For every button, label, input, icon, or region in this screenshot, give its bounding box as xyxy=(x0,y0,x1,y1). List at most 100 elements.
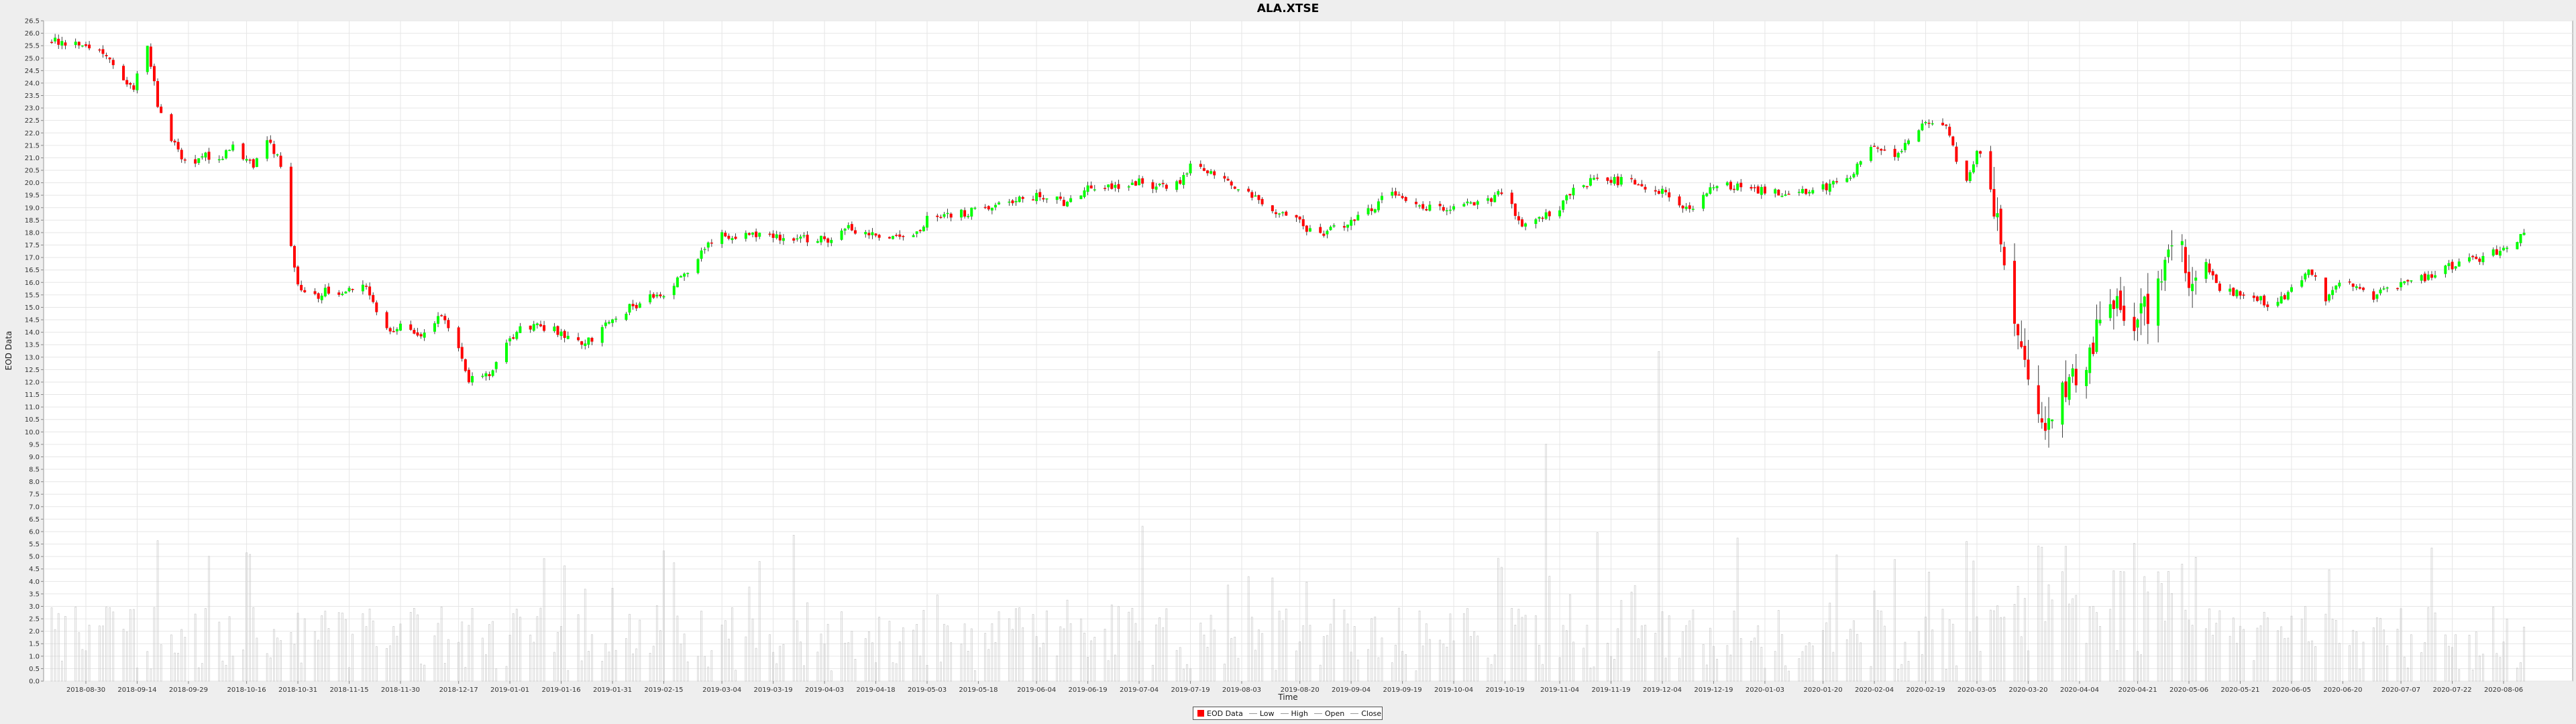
volume-bar xyxy=(269,657,272,682)
volume-bar xyxy=(755,648,757,682)
candle-body xyxy=(1972,164,1975,173)
volume-bar xyxy=(512,613,515,682)
candle-body xyxy=(1298,217,1301,220)
x-tick-label: 2019-03-04 xyxy=(702,686,741,694)
candle-body xyxy=(1257,195,1260,200)
candle-body xyxy=(652,294,655,298)
volume-bar xyxy=(1757,625,1760,682)
y-tick-label: 17.5 xyxy=(25,242,40,249)
volume-bar xyxy=(1589,668,1592,682)
candle-body xyxy=(2279,296,2283,304)
candle-body xyxy=(877,235,881,238)
candle-body xyxy=(2498,251,2502,256)
volume-bar xyxy=(1497,558,1499,682)
volume-bar xyxy=(2406,668,2409,682)
candle-body xyxy=(1356,215,1360,221)
candle-body xyxy=(2276,302,2279,306)
candle-body xyxy=(563,330,566,339)
candle-body xyxy=(1487,198,1490,201)
volume-bar xyxy=(2314,646,2316,682)
candle-body xyxy=(936,215,939,217)
volume-bar xyxy=(1012,629,1014,682)
volume-bar xyxy=(1811,646,1814,682)
volume-bar xyxy=(792,535,795,682)
volume-bar xyxy=(1990,609,1992,682)
volume-bar xyxy=(1668,615,1670,682)
volume-bar xyxy=(1473,631,1475,682)
candle-body xyxy=(1414,201,1417,204)
candle-body xyxy=(1609,180,1613,183)
candle-body xyxy=(963,210,967,217)
candle-body xyxy=(80,45,84,47)
volume-bar xyxy=(129,609,131,682)
volume-bar xyxy=(303,618,306,682)
candle-body xyxy=(994,204,997,208)
candle-body xyxy=(1684,206,1688,209)
y-axis-ticks: 0.0 0.5 1.0 1.5 2.0 2.5 3.0 3.5 4.0 4.5 5.0 5.5 6.0 6… xyxy=(25,18,44,686)
volume-bar xyxy=(1395,644,1397,682)
candle-body xyxy=(1681,205,1684,208)
candle-body xyxy=(323,288,327,297)
candle-body xyxy=(566,335,570,339)
y-tick-label: 0.0 xyxy=(29,678,40,686)
candle-body xyxy=(491,370,494,376)
volume-bar xyxy=(1897,669,1900,682)
candle-body xyxy=(2307,269,2310,276)
y-tick-label: 8.0 xyxy=(29,479,40,486)
x-tick-label: 2020-04-21 xyxy=(2118,686,2157,694)
x-tick-label: 2019-03-19 xyxy=(754,686,793,694)
candle-body xyxy=(1254,195,1257,197)
candle-body xyxy=(1285,211,1288,216)
candle-body xyxy=(659,294,662,297)
volume-bar xyxy=(1175,650,1178,682)
y-tick-label: 0.5 xyxy=(29,666,40,673)
candle-body xyxy=(1520,219,1523,227)
candle-body xyxy=(1175,181,1179,190)
x-tick-label: 2019-04-18 xyxy=(856,686,895,694)
volume-bar xyxy=(1281,620,1284,682)
volume-bar xyxy=(673,562,676,682)
x-tick-label: 2019-01-16 xyxy=(542,686,581,694)
y-tick-label: 14.0 xyxy=(25,329,40,337)
volume-bar xyxy=(536,616,539,682)
volume-bar xyxy=(122,629,125,682)
volume-bar xyxy=(867,631,870,682)
volume-bar xyxy=(635,648,638,682)
candle-body xyxy=(755,231,758,237)
candle-body xyxy=(1062,200,1065,206)
volume-bar xyxy=(252,607,255,682)
candle-body xyxy=(577,337,580,341)
volume-bar xyxy=(2468,635,2471,682)
candle-body xyxy=(1226,178,1230,181)
candle-body xyxy=(2406,280,2410,282)
candle-body xyxy=(731,238,734,241)
volume-bar xyxy=(1894,559,1896,682)
volume-bar xyxy=(1381,638,1383,682)
candle-body xyxy=(1377,201,1380,210)
candle-body xyxy=(1342,226,1346,228)
candle-body xyxy=(2119,290,2123,310)
volume-bar xyxy=(1664,658,1667,682)
candle-body xyxy=(1593,178,1596,180)
volume-bar xyxy=(2218,610,2221,682)
y-tick-label: 3.0 xyxy=(29,603,40,611)
volume-bar xyxy=(389,645,392,682)
candle-body xyxy=(1948,127,1951,136)
candle-body xyxy=(180,149,183,160)
volume-bar xyxy=(1477,636,1479,682)
volume-bar xyxy=(2372,627,2375,682)
candle-body xyxy=(902,235,905,237)
candle-body xyxy=(337,292,341,295)
volume-bar xyxy=(1845,639,1848,682)
volume-bar xyxy=(2284,638,2286,682)
candle-body xyxy=(1538,217,1541,219)
candle-body xyxy=(655,294,659,297)
volume-bar xyxy=(1617,628,1619,682)
volume-bar xyxy=(2020,636,2023,682)
candle-body xyxy=(1079,195,1083,200)
volume-bar xyxy=(1250,617,1253,682)
candle-body xyxy=(2184,247,2187,274)
candle-body xyxy=(2043,422,2047,431)
candle-body xyxy=(1366,208,1370,215)
volume-bar xyxy=(1569,594,1571,682)
